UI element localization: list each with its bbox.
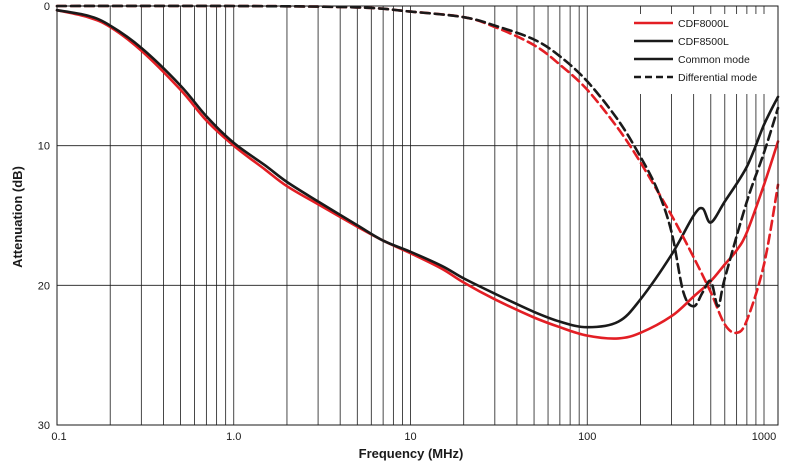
plot-frame [56,5,779,426]
series-line [55,8,780,340]
y-tick-label: 30 [38,420,50,432]
y-tick-label: 0 [44,1,50,13]
series-group [55,4,780,340]
legend: CDF8000L CDF8500L Common mode Differential … [628,14,776,94]
legend-label: CDF8500L [678,36,729,48]
series-line [55,4,780,308]
y-tick-labels: 0 10 20 30 [38,1,50,432]
y-axis-label: Attenuation (dB) [10,166,25,268]
x-tick-labels: 0.1 1.0 10 100 1000 [51,431,776,443]
y-tick-label: 20 [38,280,50,292]
legend-label: CDF8000L [678,18,729,30]
x-tick-label: 100 [578,431,596,443]
legend-label: Common mode [678,54,750,66]
x-axis-label: Frequency (MHz) [359,446,464,461]
x-tick-label: 0.1 [51,431,66,443]
series-line [55,8,780,329]
x-tick-label: 1.0 [226,431,241,443]
legend-background [628,14,776,94]
x-tick-label: 1000 [752,431,776,443]
legend-label: Differential mode [678,72,757,84]
x-tick-label: 10 [404,431,416,443]
y-tick-label: 10 [38,141,50,153]
